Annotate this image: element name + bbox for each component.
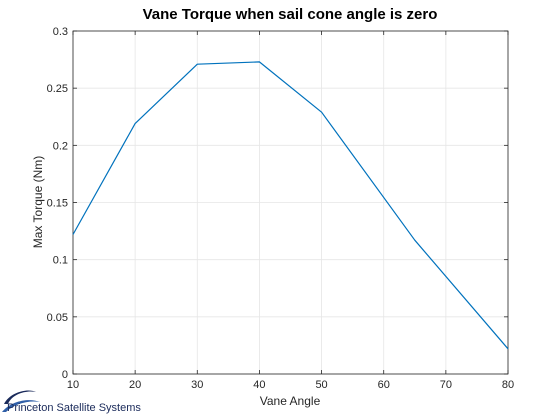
x-tick-label: 80	[502, 379, 514, 391]
x-axis-label: Vane Angle	[260, 394, 321, 408]
x-tick-label: 50	[315, 379, 327, 391]
y-tick-label: 0.05	[47, 312, 68, 324]
x-tick-label: 40	[253, 379, 265, 391]
y-tick-label: 0.1	[53, 255, 68, 267]
logo: Princeton Satellite Systems	[2, 390, 141, 414]
orbit-swoosh-icon	[4, 390, 36, 404]
x-tick-label: 70	[440, 379, 452, 391]
grid	[72, 30, 509, 375]
x-tick-label: 10	[67, 379, 79, 391]
x-tick-label: 60	[378, 379, 390, 391]
y-tick-label: 0.15	[47, 198, 68, 210]
x-tick-label: 30	[191, 379, 203, 391]
series-line	[72, 61, 509, 350]
y-axis-label: Max Torque (Nm)	[31, 156, 45, 248]
x-tick-label: 20	[129, 379, 141, 391]
y-tick-label: 0	[62, 369, 68, 381]
y-tick-label: 0.2	[53, 140, 68, 152]
y-tick-label: 0.25	[47, 83, 68, 95]
orbit-swoosh-icon	[2, 400, 40, 412]
chart-title: Vane Torque when sail cone angle is zero	[143, 6, 438, 23]
y-tick-label: 0.3	[53, 26, 68, 38]
ticks: 10 20 30 40 50 60 70 80 0 0.05 0.1 0.15 0.2 0.25 0.3	[47, 26, 515, 391]
logo-text: Princeton Satellite Systems	[7, 402, 141, 414]
series-group	[72, 61, 509, 350]
